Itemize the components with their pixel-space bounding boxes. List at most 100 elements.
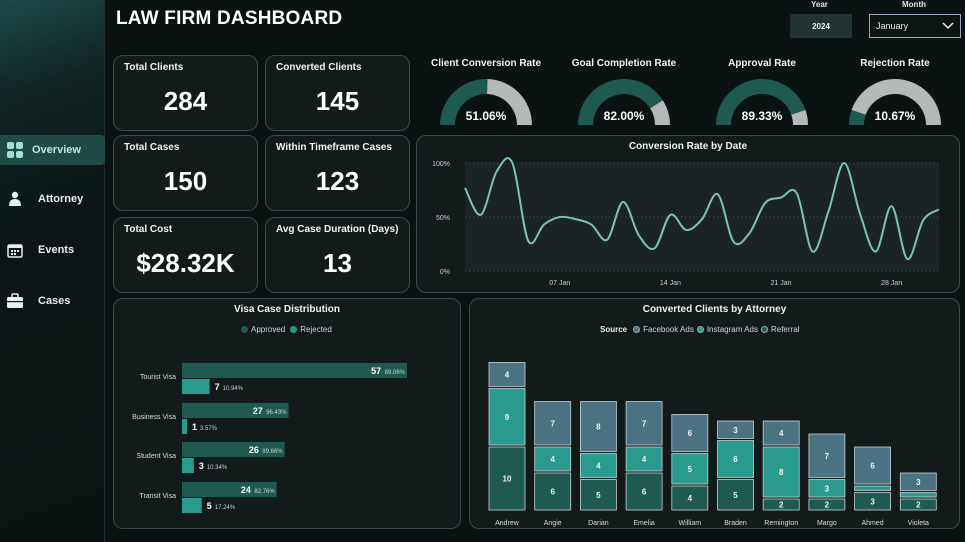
stack-segment (671, 485, 709, 511)
nav-label-events: Events (38, 244, 75, 256)
kpi-value: 145 (315, 86, 360, 116)
conversion-rate-chart: 0% 50% 100% 07 Jan 14 Jan 21 Jan 28 Jan (432, 157, 940, 287)
category-label: Tourist Visa (140, 374, 176, 381)
category-label: Angie (544, 520, 562, 527)
category-label: Emelia (633, 520, 655, 527)
gauge-title: Approval Rate (728, 58, 796, 69)
segment-value-label: 8 (779, 468, 784, 477)
kpi-card-total-clients: Total Clients 284 (113, 55, 258, 131)
kpi-label: Avg Case Duration (Days) (276, 224, 399, 235)
rejected-value-label: 7 (215, 382, 220, 392)
segment-value-label: 4 (505, 371, 510, 380)
rejected-bar (182, 379, 210, 394)
rejected-value-label: 1 (192, 422, 197, 432)
stack-segment (717, 479, 754, 511)
y-tick-label: 50% (436, 215, 450, 222)
gauge-fill (578, 79, 663, 125)
segment-value-label: 4 (779, 429, 784, 438)
x-tick-label: 14 Jan (660, 280, 681, 287)
gauge-track (851, 79, 941, 125)
segment-value-label: 8 (596, 423, 601, 432)
segment-value-label: 6 (870, 462, 875, 471)
stack-segment (534, 401, 572, 446)
gauge-fill (849, 109, 866, 125)
segment-value-label: 2 (916, 501, 921, 510)
category-label: William (679, 520, 702, 527)
approved-value-label: 57 (371, 366, 381, 376)
kpi-value: 13 (323, 248, 352, 278)
attorney-chart: 10 9 4 Andrew 6 4 7 Angie 5 4 8 Darian 6 4 7 Emelia 4 5 6 W… (488, 362, 937, 527)
nav-item-attorney[interactable]: Attorney (0, 184, 105, 214)
stack-segment (808, 433, 846, 478)
rejected-value-label: 5 (207, 501, 212, 511)
nav-label-overview: Overview (32, 144, 81, 156)
approved-bar (182, 403, 289, 418)
kpi-value: 123 (315, 166, 360, 196)
series-line (464, 157, 940, 261)
approved-pct-label: 82.76% (254, 489, 275, 495)
stack-segment (580, 479, 617, 511)
rejected-pct-label: 3.57% (200, 426, 218, 432)
category-label: Andrew (495, 520, 520, 527)
category-label: Student Visa (136, 453, 176, 460)
kpi-card-converted-clients: Converted Clients 145 (265, 55, 410, 131)
rejected-pct-label: 17.24% (215, 505, 236, 511)
stack-segment (488, 362, 526, 387)
category-label: Braden (724, 520, 747, 527)
gauge-fill (440, 79, 488, 125)
segment-value-label: 2 (825, 501, 830, 510)
legend-dot (696, 326, 704, 333)
rejected-pct-label: 10.94% (223, 386, 244, 392)
kpi-label: Total Cases (124, 142, 180, 153)
visa-distribution-panel: Visa Case Distribution Approved Rejected… (113, 298, 461, 529)
stack-segment (625, 472, 663, 511)
kpi-card-avg-duration: Avg Case Duration (Days) 13 (265, 217, 410, 293)
segment-value-label: 10 (503, 475, 512, 484)
year-filter[interactable]: 2024 (790, 14, 852, 38)
month-label: Month (902, 0, 926, 9)
segment-value-label: 4 (642, 455, 647, 464)
nav-item-cases[interactable]: Cases (0, 286, 105, 316)
rejected-bar (182, 498, 202, 513)
stack-segment (854, 492, 892, 511)
rejected-value-label: 3 (199, 461, 204, 471)
legend-label: Approved (251, 325, 286, 334)
panel-title: Visa Case Distribution (234, 304, 340, 315)
stack-segment (580, 453, 617, 478)
approved-bar (182, 363, 407, 378)
segment-value-label: 6 (688, 429, 693, 438)
category-label: Ahmed (862, 520, 884, 527)
stack-segment (808, 498, 846, 511)
legend-label: Facebook Ads (643, 325, 694, 334)
gauge-value: 89.33% (741, 109, 783, 123)
stack-segment (534, 446, 572, 472)
x-tick-label: 28 Jan (881, 280, 902, 287)
segment-value-label: 2 (779, 501, 784, 510)
year-label: Year (811, 0, 828, 9)
gauge-track (791, 109, 808, 125)
briefcase-icon (6, 292, 24, 310)
kpi-value: 150 (163, 166, 208, 196)
gauge-track (487, 79, 532, 125)
segment-value-label: 9 (505, 413, 510, 422)
sidebar (0, 0, 105, 542)
kpi-label: Total Cost (124, 224, 173, 235)
stack-segment (625, 401, 663, 446)
panel-title: Conversion Rate by Date (628, 141, 748, 152)
stack-segment (762, 420, 800, 446)
gauge-title: Client Conversion Rate (430, 58, 542, 69)
month-dropdown[interactable]: January (869, 14, 961, 38)
legend-dot (633, 326, 641, 333)
segment-value-label: 5 (688, 465, 693, 474)
x-tick-label: 07 Jan (549, 280, 570, 287)
approved-pct-label: 89.66% (262, 449, 283, 455)
nav-item-events[interactable]: Events (0, 235, 105, 265)
stack-segment (899, 472, 937, 491)
stack-segment (808, 479, 846, 498)
segment-value-label: 4 (688, 494, 693, 503)
rejected-bar (182, 419, 187, 434)
nav-item-overview[interactable]: Overview (0, 135, 105, 165)
gauge-value: 51.06% (465, 109, 507, 123)
stack-segment (625, 446, 663, 472)
y-tick-label: 0% (440, 269, 450, 276)
